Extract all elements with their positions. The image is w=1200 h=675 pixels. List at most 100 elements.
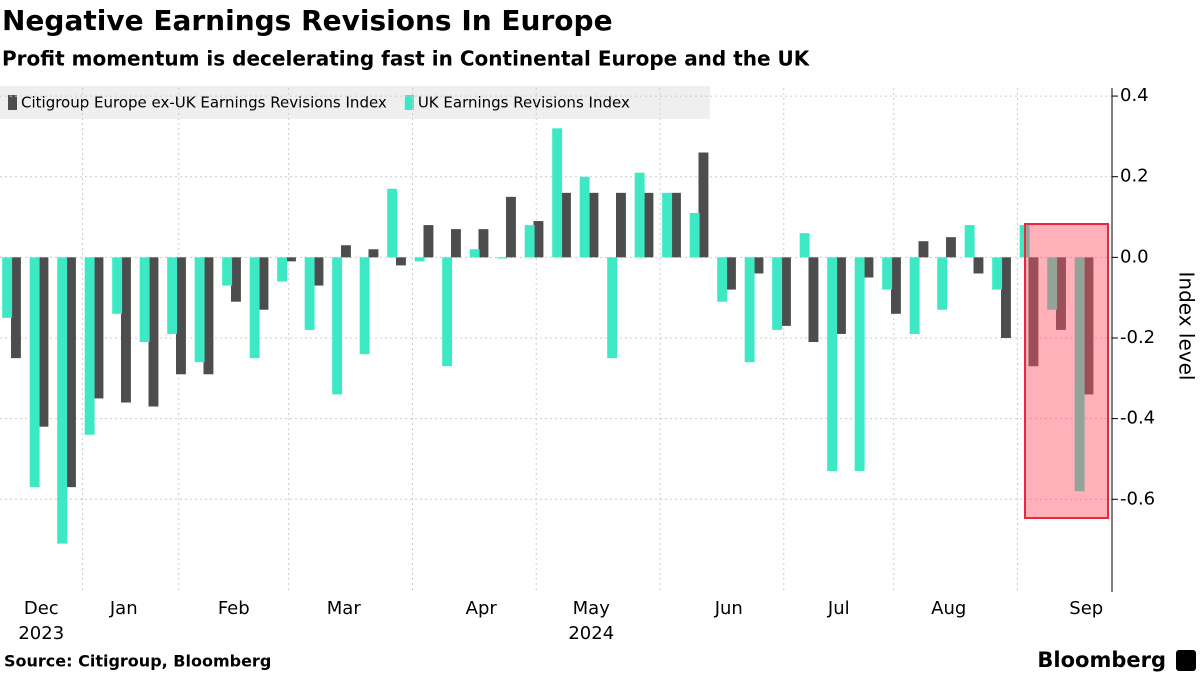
x-year-label: 2023 (18, 623, 64, 644)
bar (1047, 257, 1058, 310)
bar (808, 257, 819, 343)
bar (992, 257, 1003, 290)
bar (277, 257, 288, 282)
bar (11, 257, 21, 359)
bar (112, 257, 123, 314)
source: Source: Citigroup, Bloomberg (4, 652, 271, 671)
bar (891, 257, 901, 314)
bar (662, 192, 673, 258)
bar (634, 172, 645, 258)
bar (588, 192, 599, 258)
y-tick-label: 0.2 (1120, 166, 1149, 187)
bar (671, 192, 681, 258)
bar (359, 257, 370, 355)
bar (937, 257, 948, 310)
bar (497, 257, 508, 259)
bar (368, 249, 379, 258)
bar (506, 196, 516, 258)
bar (772, 257, 783, 330)
bar (799, 233, 810, 258)
bar (258, 257, 269, 310)
bar (579, 176, 590, 258)
bar (964, 225, 975, 258)
bar (1074, 257, 1085, 492)
bar (442, 257, 453, 367)
bar (313, 257, 324, 286)
bar (414, 257, 425, 262)
y-tick-label: -0.6 (1120, 488, 1155, 509)
bar (93, 257, 104, 399)
x-tick-label: May (573, 598, 611, 619)
brand: Bloomberg (1037, 648, 1166, 672)
bar (57, 257, 68, 544)
bar (863, 257, 874, 278)
x-tick-label: Jul (827, 598, 850, 619)
x-tick-label: Sep (1069, 598, 1103, 619)
bar (717, 257, 728, 302)
bar (194, 257, 205, 363)
bar (643, 192, 654, 258)
chart-title: Negative Earnings Revisions In Europe (2, 4, 613, 37)
bar (139, 257, 150, 343)
bar (341, 245, 351, 258)
bar (781, 257, 791, 326)
bar (304, 257, 315, 330)
bar (84, 257, 95, 435)
x-tick-label: Jan (109, 598, 138, 619)
bar (561, 192, 571, 258)
bar (616, 192, 626, 258)
bar (726, 257, 736, 290)
bar (909, 257, 920, 334)
brand-icon (1176, 650, 1196, 671)
bar (1056, 257, 1066, 330)
bar (827, 257, 838, 472)
bar (836, 257, 846, 334)
bar (918, 241, 929, 258)
bar (249, 257, 260, 359)
bar (451, 229, 461, 258)
y-tick-label: -0.2 (1120, 327, 1155, 348)
y-tick-label: 0.4 (1120, 85, 1149, 106)
bar (121, 257, 131, 403)
bar (38, 257, 49, 427)
x-tick-label: Dec (24, 598, 59, 619)
bar (167, 257, 178, 334)
x-tick-label: Apr (466, 598, 498, 619)
bar (854, 257, 865, 472)
legend-swatch (404, 95, 414, 110)
bar (753, 257, 764, 274)
bar (176, 257, 186, 375)
bar (607, 257, 618, 359)
bar (1028, 257, 1039, 367)
bar (396, 257, 406, 266)
x-year-label: 2024 (568, 623, 614, 644)
bar (552, 128, 563, 258)
y-axis-label: Index level (1175, 272, 1199, 381)
plot-area: 0.4 0.2 0.0 -0.2 -0.4 -0.6 Dec 2023 Jan Feb Mar Apr… (0, 85, 1155, 644)
legend-swatch (8, 95, 17, 110)
x-tick-label: Feb (218, 598, 250, 619)
x-tick-label: Mar (327, 598, 362, 619)
bar (533, 221, 544, 258)
bar (2, 257, 13, 318)
bar (478, 229, 489, 258)
y-tick-label: -0.4 (1120, 408, 1155, 429)
bar (469, 249, 480, 258)
bar (387, 188, 398, 258)
bar (148, 257, 159, 407)
chart-subtitle: Profit momentum is decelerating fast in … (2, 47, 811, 71)
bar (231, 257, 241, 302)
bar (423, 225, 434, 258)
bar (332, 257, 343, 395)
bar (1001, 257, 1011, 338)
bar (882, 257, 893, 290)
legend: Citigroup Europe ex-UK Earnings Revision… (8, 94, 630, 112)
legend-background (0, 86, 710, 119)
bar (698, 152, 709, 258)
bar (946, 237, 956, 258)
x-tick-label: Jun (714, 598, 743, 619)
bar (29, 257, 40, 488)
highlight-box (1024, 223, 1109, 519)
bar (286, 257, 296, 262)
